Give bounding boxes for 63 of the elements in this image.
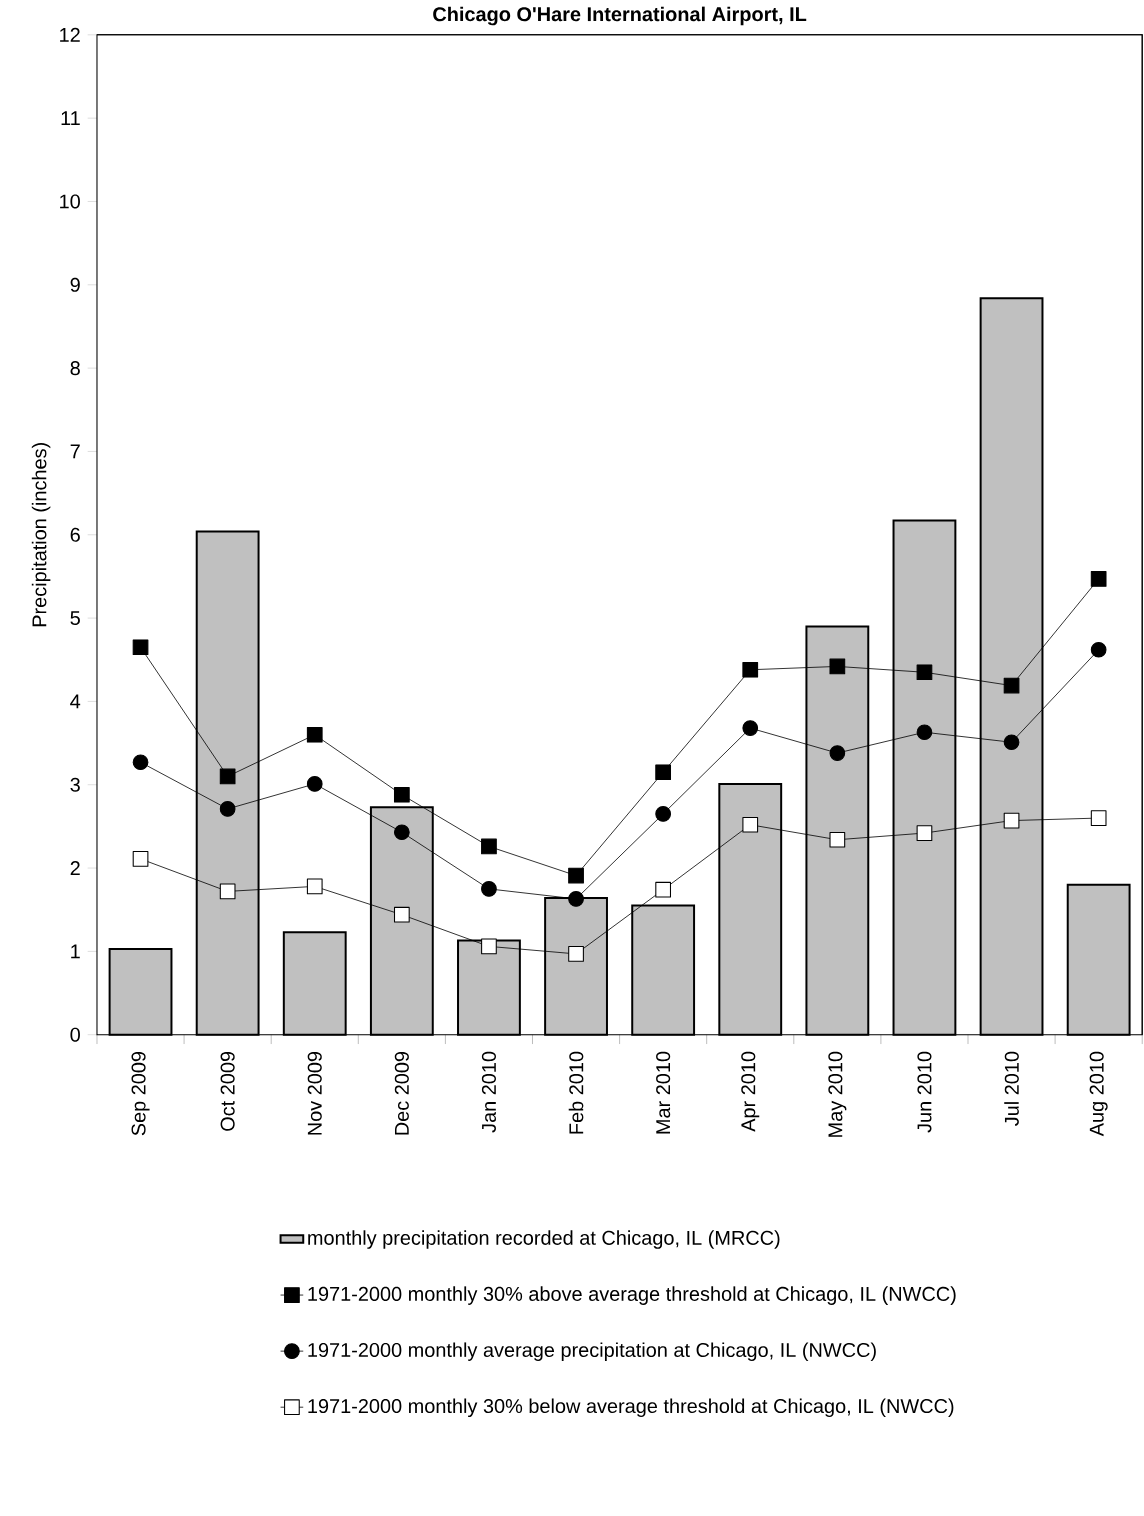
point <box>742 661 759 678</box>
point <box>219 883 236 900</box>
point <box>132 639 149 656</box>
y-tick-label: 10 <box>60 194 81 209</box>
x-tick-label: Jul 2010 <box>1004 1051 1019 1126</box>
x-tick-label: Sep 2009 <box>131 1051 150 1136</box>
point <box>306 776 323 792</box>
point <box>394 906 410 923</box>
x-tick-label: Nov 2009 <box>307 1051 322 1135</box>
point <box>916 825 933 841</box>
point <box>568 867 584 884</box>
point <box>219 768 236 785</box>
x-tick-label: Apr 2010 <box>741 1051 760 1132</box>
legend-label: 1971-2000 monthly 30% above average threshold at Chicago, IL (NWCC) <box>308 1286 956 1305</box>
y-tick-label: 2 <box>70 861 80 876</box>
point <box>829 745 846 761</box>
y-axis-title: Precipitation (inches) <box>31 443 51 627</box>
point <box>1090 641 1107 658</box>
legend-label: monthly precipitation recorded at Chicago, IL (MRCC) <box>308 1230 780 1249</box>
point <box>655 764 672 781</box>
y-tick-label: 12 <box>60 27 80 42</box>
x-tick-label: Aug 2010 <box>1089 1051 1108 1137</box>
point <box>481 938 497 955</box>
point <box>568 946 584 962</box>
y-tick-label: 4 <box>70 694 81 709</box>
point <box>1003 734 1020 751</box>
point <box>829 831 846 848</box>
point <box>1003 677 1020 694</box>
point <box>481 838 497 855</box>
x-tick-label: Mar 2010 <box>656 1051 671 1134</box>
y-tick-label: 0 <box>70 1027 81 1042</box>
y-tick-label: 11 <box>61 111 80 126</box>
point <box>481 881 497 897</box>
point <box>829 658 846 675</box>
y-tick-label: 8 <box>70 361 80 376</box>
point <box>1003 812 1020 829</box>
legend-label: 1971-2000 monthly 30% below average threshold at Chicago, IL (NWCC) <box>308 1398 954 1418</box>
chart-title: Chicago O'Hare International Airport, IL <box>433 6 807 26</box>
x-tick-label: Jun 2010 <box>917 1051 932 1133</box>
point <box>219 801 236 817</box>
point <box>306 726 323 743</box>
y-tick-label: 5 <box>70 611 80 626</box>
point <box>132 754 149 771</box>
y-tick-label: 7 <box>70 444 80 459</box>
x-tick-label: Jan 2010 <box>481 1051 497 1133</box>
point <box>742 720 759 736</box>
y-tick-label: 3 <box>70 777 80 792</box>
point <box>1090 571 1107 587</box>
y-tick-label: 1 <box>71 944 80 959</box>
x-tick-label: Dec 2009 <box>394 1051 409 1135</box>
x-tick-label: May 2010 <box>828 1051 847 1137</box>
y-tick-label: 6 <box>70 527 80 542</box>
point <box>742 816 759 833</box>
y-tick-label: 9 <box>70 277 80 292</box>
point <box>655 806 672 822</box>
point <box>916 724 933 741</box>
legend-label: 1971-2000 monthly average precipitation at Chicago, IL (NWCC) <box>308 1342 876 1361</box>
point <box>568 891 584 907</box>
x-tick-label: Feb 2010 <box>568 1051 584 1134</box>
point <box>916 664 933 681</box>
point <box>394 786 410 803</box>
x-tick-label: Oct 2009 <box>220 1051 235 1131</box>
point <box>394 824 410 841</box>
